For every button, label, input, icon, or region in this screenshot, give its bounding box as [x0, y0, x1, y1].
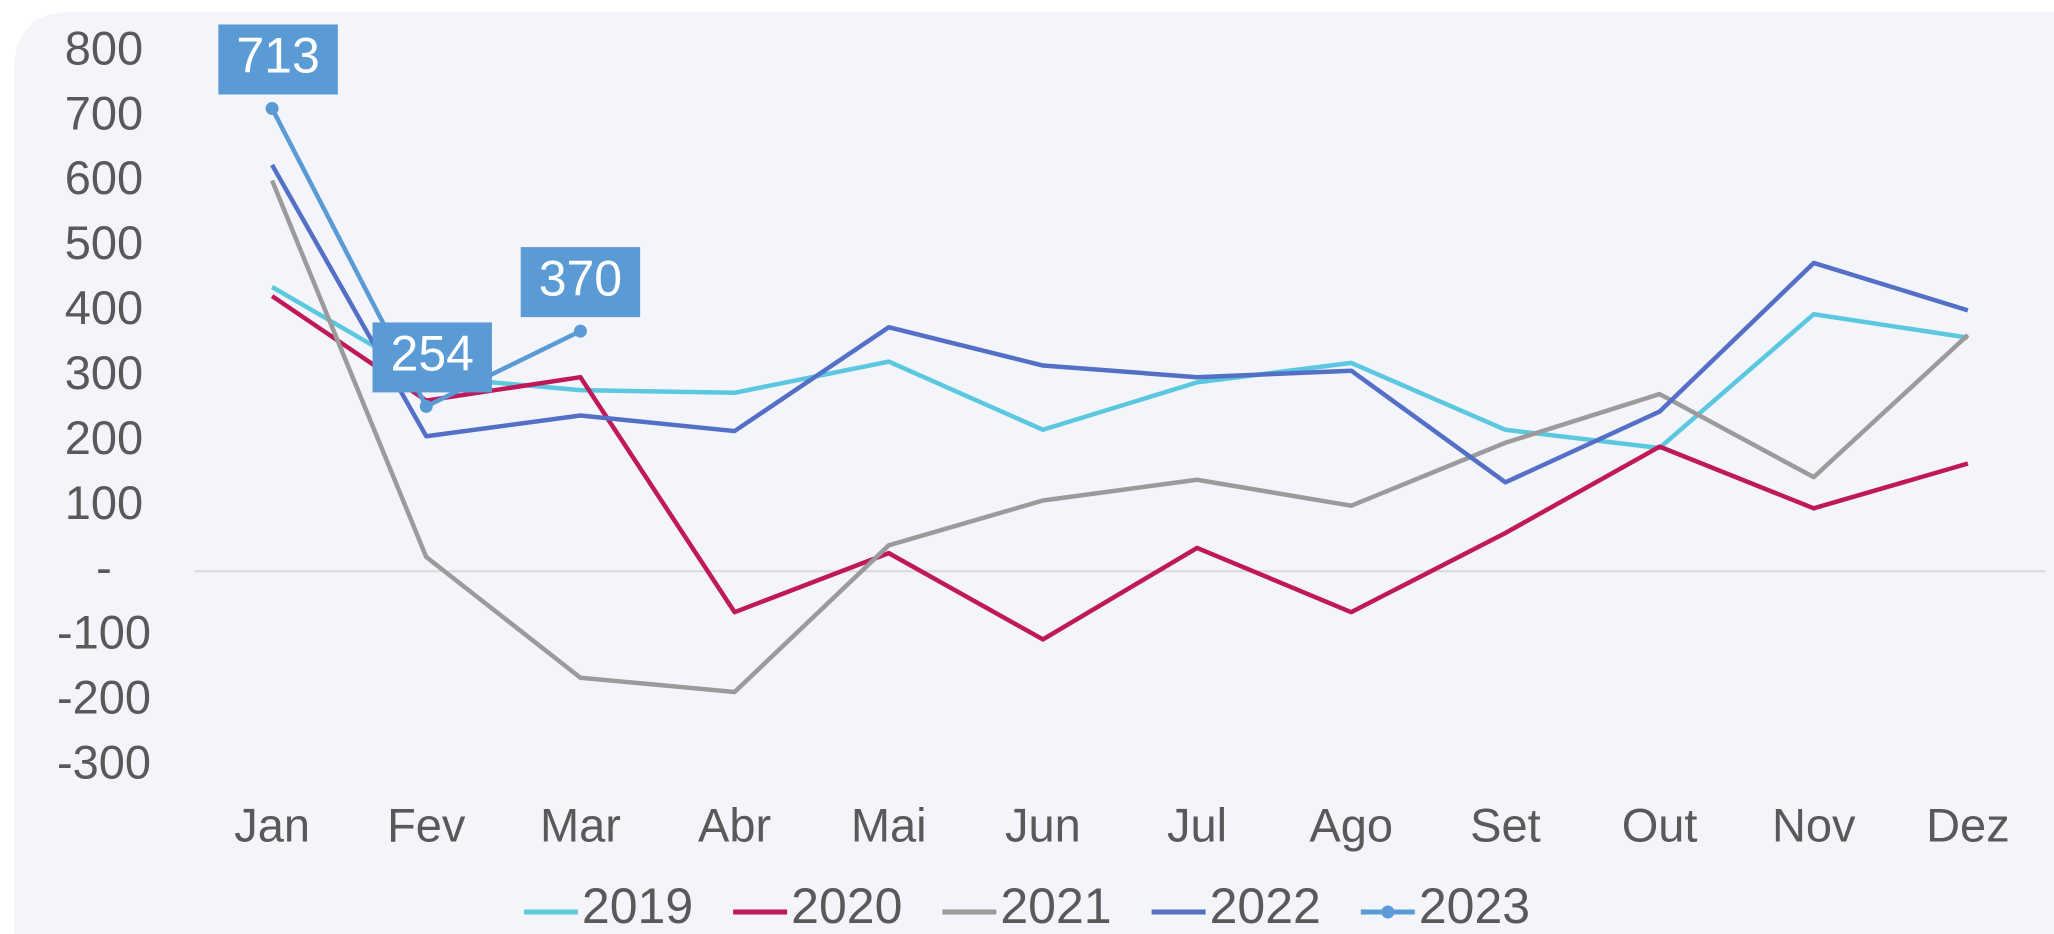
legend-item: 2020 — [733, 878, 902, 934]
legend-label: 2021 — [1000, 878, 1111, 934]
x-tick-label: Jul — [1167, 798, 1227, 851]
x-tick-label: Set — [1470, 798, 1541, 851]
legend-item: 2021 — [942, 878, 1112, 934]
data-label-group: 713 — [218, 24, 338, 95]
legend-item: 2019 — [523, 878, 693, 934]
legend-item: 2022 — [1151, 878, 1321, 934]
legend-label: 2020 — [791, 878, 902, 934]
x-tick-label: Mai — [851, 798, 927, 851]
series-line — [270, 179, 1970, 695]
legend-label: 2022 — [1210, 878, 1321, 934]
point-marker — [265, 101, 279, 115]
legend-marker — [1381, 905, 1395, 919]
y-tick-label: -300 — [57, 735, 151, 788]
y-tick-label: 400 — [65, 281, 143, 334]
point-marker — [419, 399, 433, 413]
x-tick-label: Dez — [1926, 798, 2010, 851]
x-tick-label: Jun — [1005, 798, 1081, 851]
x-tick-label: Ago — [1309, 798, 1393, 851]
data-label-box — [520, 247, 641, 318]
y-tick-label: 200 — [65, 411, 143, 464]
data-label: 370 — [539, 250, 622, 306]
legend-item: 2023 — [1360, 878, 1530, 934]
x-tick-label: Fev — [387, 798, 466, 851]
y-tick-label: - — [96, 541, 112, 594]
y-tick-label: 600 — [65, 151, 143, 204]
x-tick-label: Nov — [1772, 798, 1856, 851]
data-label-group: 254 — [372, 322, 492, 393]
y-tick-label: 500 — [65, 216, 143, 269]
series-line — [270, 285, 1969, 451]
x-tick-label: Abr — [698, 798, 771, 851]
series-line — [270, 163, 1969, 485]
x-tick-label: Jan — [234, 798, 310, 851]
x-tick-label: Mar — [540, 798, 621, 851]
legend-label: 2019 — [582, 878, 693, 934]
y-tick-label: 700 — [65, 86, 143, 139]
chart-background — [14, 12, 2054, 934]
y-tick-label: 800 — [65, 21, 143, 74]
data-label-box — [218, 24, 338, 95]
data-label-group: 370 — [520, 247, 641, 318]
y-tick-label: -200 — [57, 671, 151, 724]
data-label: 713 — [236, 28, 319, 84]
y-tick-label: -100 — [57, 606, 151, 659]
data-label: 254 — [391, 326, 474, 382]
data-label-box — [372, 322, 492, 393]
y-tick-label: 300 — [65, 346, 143, 399]
point-marker — [573, 324, 587, 338]
legend-label: 2023 — [1419, 878, 1530, 934]
x-tick-label: Out — [1622, 798, 1698, 851]
series-line — [270, 294, 1969, 642]
y-tick-label: 100 — [65, 476, 143, 529]
